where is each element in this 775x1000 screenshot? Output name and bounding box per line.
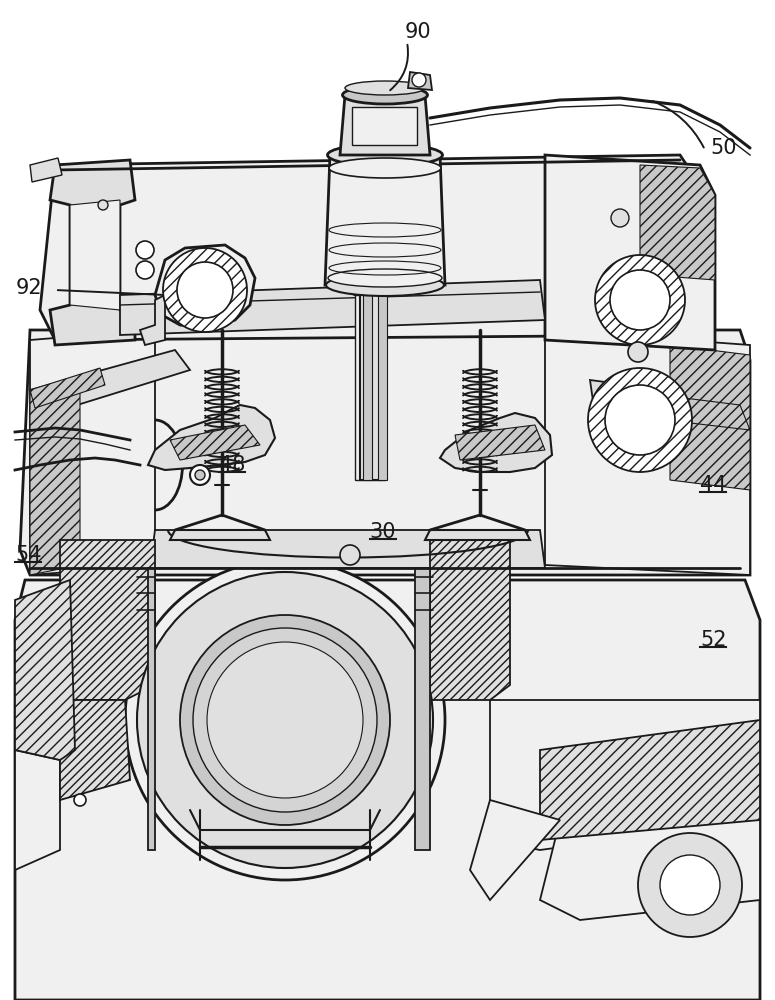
Circle shape — [163, 248, 247, 332]
Polygon shape — [540, 800, 760, 920]
Polygon shape — [148, 405, 275, 470]
Ellipse shape — [345, 81, 425, 95]
Polygon shape — [15, 750, 60, 870]
Polygon shape — [363, 285, 372, 480]
Text: 50: 50 — [710, 138, 736, 158]
Polygon shape — [20, 330, 750, 575]
Polygon shape — [340, 95, 430, 155]
Polygon shape — [545, 330, 750, 575]
Polygon shape — [60, 700, 130, 800]
Circle shape — [98, 200, 108, 210]
Polygon shape — [660, 395, 750, 430]
Text: 52: 52 — [700, 630, 726, 650]
Polygon shape — [455, 425, 545, 460]
Polygon shape — [120, 280, 545, 335]
Circle shape — [193, 628, 377, 812]
Polygon shape — [425, 530, 530, 540]
Polygon shape — [470, 800, 560, 900]
Circle shape — [412, 73, 426, 87]
Polygon shape — [30, 158, 62, 182]
Circle shape — [190, 465, 210, 485]
Polygon shape — [150, 530, 545, 568]
Polygon shape — [170, 530, 270, 540]
Ellipse shape — [329, 158, 441, 178]
Circle shape — [177, 262, 233, 318]
Polygon shape — [352, 107, 417, 145]
Circle shape — [628, 342, 648, 362]
Circle shape — [125, 560, 445, 880]
Circle shape — [588, 368, 692, 472]
Circle shape — [136, 261, 154, 279]
Circle shape — [180, 615, 390, 825]
Polygon shape — [545, 155, 715, 350]
Ellipse shape — [328, 269, 442, 287]
Text: 90: 90 — [405, 22, 432, 42]
Circle shape — [195, 470, 205, 480]
Circle shape — [74, 794, 86, 806]
Polygon shape — [540, 720, 760, 840]
Polygon shape — [355, 295, 385, 480]
Polygon shape — [170, 425, 260, 460]
Circle shape — [660, 855, 720, 915]
Polygon shape — [408, 72, 432, 90]
Circle shape — [605, 385, 675, 455]
Polygon shape — [490, 700, 760, 850]
Polygon shape — [30, 330, 155, 575]
Ellipse shape — [326, 274, 444, 296]
Polygon shape — [40, 155, 700, 340]
Polygon shape — [440, 413, 552, 472]
Polygon shape — [140, 295, 165, 345]
Polygon shape — [30, 368, 105, 408]
Circle shape — [638, 833, 742, 937]
Circle shape — [340, 545, 360, 565]
Polygon shape — [415, 568, 430, 850]
Polygon shape — [430, 540, 510, 700]
Polygon shape — [325, 155, 445, 285]
Polygon shape — [640, 165, 715, 280]
Polygon shape — [70, 200, 120, 310]
Circle shape — [207, 642, 363, 798]
Circle shape — [595, 255, 685, 345]
Polygon shape — [155, 245, 255, 328]
Polygon shape — [50, 160, 135, 345]
Polygon shape — [378, 285, 387, 480]
Polygon shape — [15, 580, 760, 1000]
Polygon shape — [30, 350, 190, 415]
Text: 44: 44 — [700, 475, 726, 495]
Circle shape — [611, 209, 629, 227]
Circle shape — [610, 270, 670, 330]
Ellipse shape — [328, 144, 443, 166]
Text: 30: 30 — [370, 522, 396, 542]
Polygon shape — [590, 380, 750, 430]
Polygon shape — [148, 568, 155, 850]
Ellipse shape — [343, 86, 428, 104]
Text: 92: 92 — [16, 278, 42, 298]
Polygon shape — [670, 345, 750, 490]
Polygon shape — [360, 290, 380, 480]
Polygon shape — [60, 540, 155, 700]
Circle shape — [136, 241, 154, 259]
Polygon shape — [350, 285, 390, 295]
Circle shape — [137, 572, 433, 868]
Polygon shape — [30, 380, 80, 575]
Text: 54: 54 — [16, 545, 42, 565]
Polygon shape — [15, 580, 75, 760]
Text: 48: 48 — [219, 455, 245, 475]
